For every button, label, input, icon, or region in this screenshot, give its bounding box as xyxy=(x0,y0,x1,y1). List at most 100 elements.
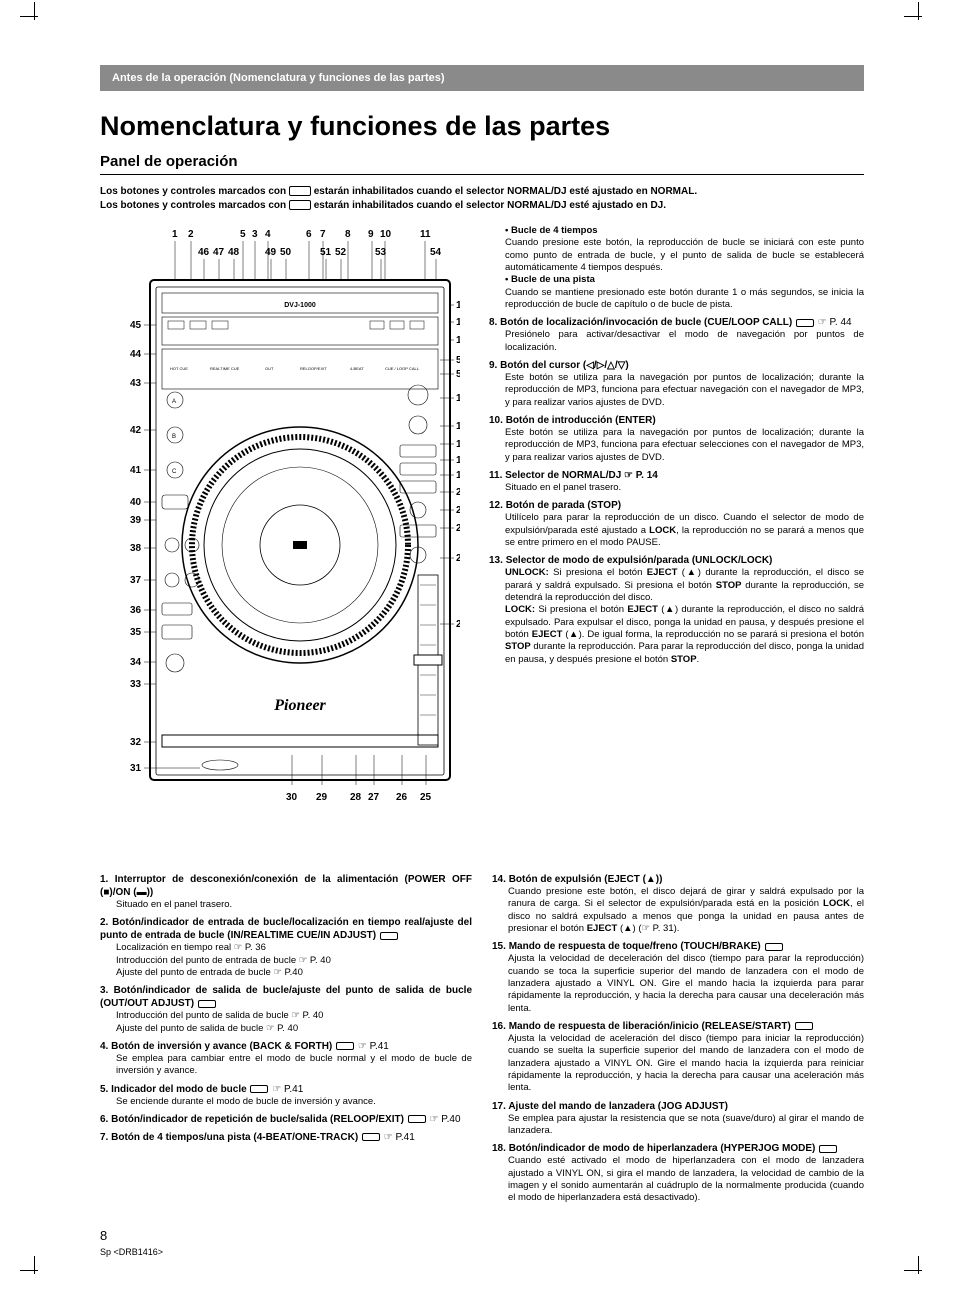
svg-text:10: 10 xyxy=(380,229,392,240)
dj-icon xyxy=(198,1000,216,1008)
dj-icon xyxy=(250,1085,268,1093)
item-number: 18. xyxy=(492,1143,509,1154)
item-subtext: Cuando se mantiene presionado este botón… xyxy=(505,287,864,312)
item-title: Botón/indicador de entrada de bucle/loca… xyxy=(100,917,472,941)
svg-text:32: 32 xyxy=(130,737,142,748)
svg-text:3: 3 xyxy=(252,229,258,240)
svg-text:46: 46 xyxy=(198,247,210,258)
item-number: 12. xyxy=(489,500,506,511)
svg-text:19: 19 xyxy=(456,470,460,481)
svg-text:54: 54 xyxy=(430,247,442,258)
svg-text:4-BEAT: 4-BEAT xyxy=(350,366,364,371)
item-title: Ajuste del mando de lanzadera (JOG ADJUS… xyxy=(508,1101,728,1112)
device-diagram-svg: 12 534 67 8910 11 464748 4950 5152 5354 xyxy=(100,225,460,845)
svg-text:43: 43 xyxy=(130,378,142,389)
svg-text:44: 44 xyxy=(130,349,142,360)
svg-text:42: 42 xyxy=(130,425,142,436)
svg-text:50: 50 xyxy=(280,247,292,258)
list-item: 9. Botón del cursor (◁/▷/△/▽)Este botón … xyxy=(489,359,864,409)
svg-text:24: 24 xyxy=(456,619,460,630)
intro-part2: estarán inhabilitados cuando el selector… xyxy=(311,186,697,197)
svg-text:OUT: OUT xyxy=(265,366,274,371)
dj-icon xyxy=(362,1133,380,1141)
svg-text:55: 55 xyxy=(456,355,460,366)
item-title: Interruptor de desconexión/conexión de l… xyxy=(100,874,472,898)
svg-text:23: 23 xyxy=(456,553,460,564)
item-title: Botón del cursor (◁/▷/△/▽) xyxy=(500,360,629,371)
intro-text: Los botones y controles marcados con est… xyxy=(100,185,864,213)
dj-icon xyxy=(408,1115,426,1123)
list-item: 2. Botón/indicador de entrada de bucle/l… xyxy=(100,916,472,979)
svg-text:5: 5 xyxy=(240,229,246,240)
page-ref: ☞ P.41 xyxy=(355,1041,389,1052)
item-bullet: Bucle de una pista xyxy=(505,274,864,286)
item-subtext: Situado en el panel trasero. xyxy=(116,899,472,911)
svg-text:39: 39 xyxy=(130,515,142,526)
svg-text:7: 7 xyxy=(320,229,326,240)
svg-text:HOT CUE: HOT CUE xyxy=(170,366,188,371)
svg-text:16: 16 xyxy=(456,421,460,432)
item-title: Selector de modo de expulsión/parada (UN… xyxy=(506,555,773,566)
page-ref: ☞ P.40 xyxy=(427,1114,461,1125)
svg-text:31: 31 xyxy=(130,763,142,774)
svg-text:28: 28 xyxy=(350,792,362,803)
list-item: 16. Mando de respuesta de liberación/ini… xyxy=(492,1020,864,1095)
page-ref: ☞ P. 44 xyxy=(815,317,852,328)
item-subtext: Se emplea para ajustar la resistencia qu… xyxy=(508,1113,864,1138)
doc-code: Sp <DRB1416> xyxy=(100,1247,864,1259)
list-item: 18. Botón/indicador de modo de hiperlanz… xyxy=(492,1142,864,1204)
svg-text:29: 29 xyxy=(316,792,328,803)
item-title: Botón de 4 tiempos/una pista (4-BEAT/ONE… xyxy=(111,1132,358,1143)
item-title: Mando de respuesta de toque/freno (TOUCH… xyxy=(509,941,761,952)
list-item: 3. Botón/indicador de salida de bucle/aj… xyxy=(100,984,472,1035)
item-number: 9. xyxy=(489,360,500,371)
list-item: 5. Indicador del modo de bucle ☞ P.41Se … xyxy=(100,1083,472,1108)
svg-text:C: C xyxy=(172,469,177,475)
svg-text:REALTIME CUE: REALTIME CUE xyxy=(210,366,240,371)
svg-text:37: 37 xyxy=(130,575,142,586)
item-subtext: Cuando presione este botón, la reproducc… xyxy=(505,237,864,274)
list-item: 13. Selector de modo de expulsión/parada… xyxy=(489,554,864,666)
item-number: 16. xyxy=(492,1021,509,1032)
item-subtext: UNLOCK: Si presiona el botón EJECT (▲) d… xyxy=(505,567,864,604)
item-subtext: Presiónelo para activar/desactivar el mo… xyxy=(505,329,864,354)
item-subtext: Se emplea para cambiar entre el modo de … xyxy=(116,1053,472,1078)
item-subtext: Este botón se utiliza para la navegación… xyxy=(505,372,864,409)
item-subtext: Ajuste del punto de entrada de bucle ☞ P… xyxy=(116,967,472,979)
list-item: 7. Botón de 4 tiempos/una pista (4-BEAT/… xyxy=(100,1131,472,1144)
left-list-column: 1. Interruptor de desconexión/conexión d… xyxy=(100,873,472,1210)
svg-text:38: 38 xyxy=(130,543,142,554)
svg-text:26: 26 xyxy=(396,792,408,803)
item-subtext: Se enciende durante el modo de bucle de … xyxy=(116,1096,472,1108)
svg-text:48: 48 xyxy=(228,247,240,258)
page-subtitle: Panel de operación xyxy=(100,152,864,175)
item-number: 17. xyxy=(492,1101,508,1112)
right-list-column: 14. Botón de expulsión (EJECT (▲))Cuando… xyxy=(492,873,864,1210)
item-number: 15. xyxy=(492,941,509,952)
item-number: 13. xyxy=(489,555,506,566)
list-item: 12. Botón de parada (STOP)Utilícelo para… xyxy=(489,499,864,549)
page-title: Nomenclatura y funciones de las partes xyxy=(100,109,864,144)
svg-text:11: 11 xyxy=(420,229,431,240)
list-item: 1. Interruptor de desconexión/conexión d… xyxy=(100,873,472,911)
svg-text:27: 27 xyxy=(368,792,380,803)
svg-text:17: 17 xyxy=(456,439,460,450)
list-item: 11. Selector de NORMAL/DJ ☞ P. 14Situado… xyxy=(489,469,864,494)
svg-text:47: 47 xyxy=(213,247,225,258)
item-subtext: Este botón se utiliza para la navegación… xyxy=(505,427,864,464)
item-number: 8. xyxy=(489,317,500,328)
svg-text:2: 2 xyxy=(188,229,194,240)
list-item: 6. Botón/indicador de repetición de bucl… xyxy=(100,1113,472,1126)
svg-text:52: 52 xyxy=(335,247,347,258)
item-number: 11. xyxy=(489,470,505,481)
dj-icon xyxy=(796,319,814,327)
svg-text:18: 18 xyxy=(456,455,460,466)
item-subtext: Cuando esté activado el modo de hiperlan… xyxy=(508,1155,864,1204)
svg-text:34: 34 xyxy=(130,657,142,668)
list-item: 17. Ajuste del mando de lanzadera (JOG A… xyxy=(492,1100,864,1138)
svg-text:8: 8 xyxy=(345,229,351,240)
page-ref: ☞ P.41 xyxy=(381,1132,415,1143)
svg-text:21: 21 xyxy=(456,505,460,516)
svg-text:36: 36 xyxy=(130,605,142,616)
item-title: Indicador del modo de bucle xyxy=(111,1084,247,1095)
